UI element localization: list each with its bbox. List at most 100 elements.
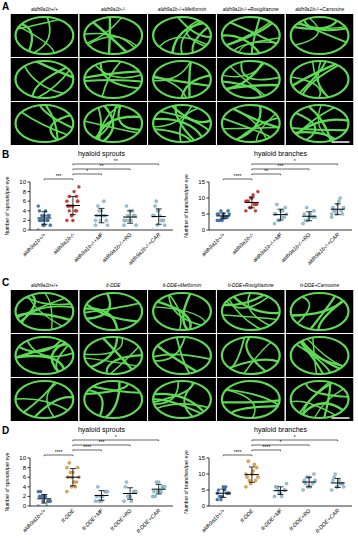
micrograph: [148, 14, 216, 57]
data-point: [312, 472, 315, 475]
micrograph: [11, 290, 79, 333]
vessel-ring: [222, 381, 280, 418]
scale-bar: [332, 417, 350, 419]
x-axis: [209, 230, 352, 231]
vessel: [153, 354, 210, 359]
mean-line: [37, 218, 51, 219]
data-point: [255, 466, 258, 469]
vessel: [154, 307, 206, 322]
image-background: [286, 290, 354, 333]
data-point: [37, 490, 40, 493]
vessel-ring: [153, 105, 211, 142]
error-cap: [306, 211, 312, 212]
image-background: [79, 102, 147, 145]
error-cap: [335, 214, 341, 215]
data-point: [254, 479, 257, 482]
data-point: [123, 500, 126, 503]
micrograph: [79, 58, 147, 101]
data-point: [330, 212, 333, 215]
significance-label: *: [294, 158, 296, 164]
plot-marks: [216, 460, 346, 502]
mean-line: [66, 477, 80, 478]
mean-line: [245, 474, 259, 475]
data-point: [254, 209, 257, 212]
y-tick: [28, 458, 31, 459]
panel-label: B: [2, 149, 9, 160]
data-point: [280, 495, 283, 498]
data-point: [38, 209, 41, 212]
data-point: [160, 490, 163, 493]
micrograph: [148, 378, 216, 421]
image-background: [286, 14, 354, 57]
mean-line: [302, 482, 316, 483]
data-point: [68, 209, 71, 212]
vessel-ring: [222, 293, 280, 330]
vessel-ring: [222, 61, 280, 98]
data-point: [244, 485, 247, 488]
micrograph: [148, 334, 216, 377]
data-point: [135, 224, 138, 227]
significance-label: *: [294, 434, 296, 440]
y-tick: [28, 477, 31, 478]
y-axis-label: Number of branches/per eye: [183, 174, 189, 238]
y-axis: [209, 458, 210, 506]
data-point: [163, 224, 166, 227]
data-point: [247, 460, 250, 463]
x-tick-label: aldh9a1b+/+: [21, 231, 47, 257]
y-tick: [28, 210, 31, 211]
vessel: [296, 113, 316, 140]
x-tick-label: aldh9a1b-/-+RG: [280, 231, 313, 264]
image-background: [217, 334, 285, 377]
vessel: [157, 404, 208, 409]
vessel: [46, 105, 58, 140]
micrograph: [148, 290, 216, 333]
mean-line: [331, 482, 345, 483]
data-point: [163, 485, 166, 488]
vessel-ring: [84, 61, 142, 98]
y-tick: [207, 458, 210, 459]
image-background: [286, 378, 354, 421]
data-point: [37, 504, 40, 506]
mean-line: [152, 216, 166, 217]
micrograph: [11, 334, 79, 377]
vessel: [153, 382, 192, 402]
data-point: [96, 485, 99, 488]
y-tick-label: 0: [202, 227, 206, 233]
data-point: [154, 204, 157, 207]
error-cap: [335, 478, 341, 479]
micrograph: [217, 334, 285, 377]
data-point: [284, 206, 287, 209]
panel-label: A: [2, 1, 9, 12]
data-point: [256, 190, 259, 193]
data-point: [155, 480, 158, 483]
vessel: [154, 119, 202, 137]
vessel-ring: [153, 61, 211, 98]
column-header: aldh9a1b-/-+Rosiglitazone: [223, 7, 279, 12]
data-point: [40, 495, 43, 498]
vessel-ring: [84, 17, 142, 54]
vessel: [291, 401, 335, 415]
y-tick: [207, 506, 210, 507]
vessel-ring: [222, 337, 280, 374]
data-point: [74, 209, 77, 212]
mean-line: [274, 214, 288, 215]
data-point: [256, 476, 259, 479]
vessel: [189, 62, 191, 97]
y-tick: [28, 220, 31, 221]
chart-title: hyaloid branches: [254, 426, 307, 434]
vessel-ring: [291, 17, 349, 54]
vessel: [154, 337, 185, 361]
y-axis: [30, 182, 31, 230]
data-point: [106, 224, 109, 227]
vessel: [244, 342, 271, 373]
y-tick-label: 2: [23, 493, 27, 499]
data-point: [334, 472, 337, 475]
data-point: [342, 485, 345, 488]
vessel: [158, 302, 191, 330]
data-point: [160, 219, 163, 222]
micrograph: [286, 58, 354, 101]
error-cap: [306, 486, 312, 487]
x-axis: [30, 506, 173, 507]
x-tick-label: aldh9a1b+/+: [21, 507, 47, 533]
image-background: [79, 14, 147, 57]
